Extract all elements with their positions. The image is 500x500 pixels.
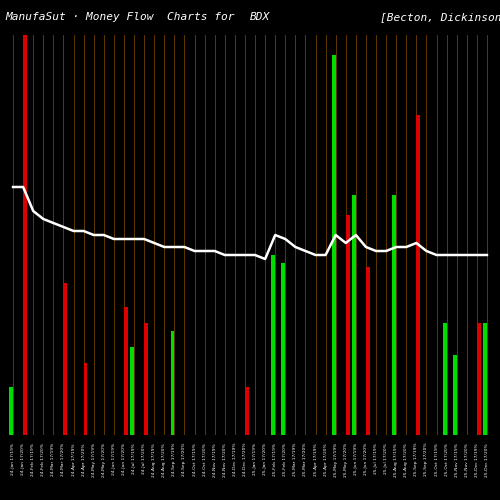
Text: 25-Nov 17/19%: 25-Nov 17/19% <box>454 443 458 477</box>
Text: 24-Apr 17/20%: 24-Apr 17/20% <box>82 443 86 476</box>
Bar <box>130 347 134 435</box>
Text: 24-Jun 17/20%: 24-Jun 17/20% <box>122 443 126 475</box>
Text: 24-Jan 17/19%: 24-Jan 17/19% <box>11 443 15 475</box>
Bar <box>416 115 420 435</box>
Text: 25-Dec 17/20%: 25-Dec 17/20% <box>485 443 489 476</box>
Bar <box>272 255 275 435</box>
Text: 25-Jan 17/19%: 25-Jan 17/19% <box>253 443 257 475</box>
Text: 25-Sep 17/19%: 25-Sep 17/19% <box>414 443 418 476</box>
Bar <box>84 363 87 435</box>
Bar <box>64 283 68 435</box>
Text: 25-Feb 17/20%: 25-Feb 17/20% <box>284 443 288 476</box>
Bar <box>282 263 286 435</box>
Text: 24-Jul 17/19%: 24-Jul 17/19% <box>132 443 136 474</box>
Text: 25-May 17/20%: 25-May 17/20% <box>344 443 348 477</box>
Bar <box>366 267 370 435</box>
Text: 25-Aug 17/20%: 25-Aug 17/20% <box>404 443 408 477</box>
Text: 25-Jun 17/20%: 25-Jun 17/20% <box>364 443 368 475</box>
Text: 25-Mar 17/19%: 25-Mar 17/19% <box>294 443 298 476</box>
Text: 24-Oct 17/19%: 24-Oct 17/19% <box>192 443 196 476</box>
Bar <box>392 195 396 435</box>
Text: 24-Aug 17/20%: 24-Aug 17/20% <box>162 443 166 476</box>
Text: 25-May 17/19%: 25-May 17/19% <box>334 443 338 477</box>
Text: 24-Mar 17/20%: 24-Mar 17/20% <box>62 443 66 476</box>
Text: 24-May 17/20%: 24-May 17/20% <box>102 443 106 477</box>
Text: 24-Jun 17/19%: 24-Jun 17/19% <box>112 443 116 475</box>
Text: 25-Oct 17/20%: 25-Oct 17/20% <box>444 443 448 476</box>
Text: BDX: BDX <box>250 12 270 22</box>
Bar <box>332 55 336 435</box>
Text: 24-Feb 17/19%: 24-Feb 17/19% <box>31 443 35 476</box>
Text: 24-Nov 17/19%: 24-Nov 17/19% <box>212 443 216 476</box>
Text: 24-Jan 17/20%: 24-Jan 17/20% <box>21 443 25 475</box>
Bar <box>453 355 456 435</box>
Bar <box>245 387 249 435</box>
Bar <box>483 323 487 435</box>
Bar <box>443 323 446 435</box>
Text: 25-Jul 17/19%: 25-Jul 17/19% <box>374 443 378 474</box>
Text: 25-Mar 17/20%: 25-Mar 17/20% <box>304 443 308 476</box>
Text: 24-Dec 17/20%: 24-Dec 17/20% <box>243 443 247 476</box>
Bar <box>170 331 174 435</box>
Text: 25-Nov 17/20%: 25-Nov 17/20% <box>465 443 469 477</box>
Text: 24-Apr 17/19%: 24-Apr 17/19% <box>72 443 76 476</box>
Text: 25-Feb 17/19%: 25-Feb 17/19% <box>273 443 277 476</box>
Text: 25-Aug 17/19%: 25-Aug 17/19% <box>394 443 398 477</box>
Text: 25-Jun 17/19%: 25-Jun 17/19% <box>354 443 358 475</box>
Text: 24-Jul 17/20%: 24-Jul 17/20% <box>142 443 146 474</box>
Text: 24-Mar 17/19%: 24-Mar 17/19% <box>52 443 56 476</box>
Text: 25-Jul 17/20%: 25-Jul 17/20% <box>384 443 388 474</box>
Text: 24-Dec 17/19%: 24-Dec 17/19% <box>233 443 237 476</box>
Text: 25-Apr 17/19%: 25-Apr 17/19% <box>314 443 318 476</box>
Text: ManufaSut · Money Flow  Charts for: ManufaSut · Money Flow Charts for <box>5 12 234 22</box>
Text: 24-Sep 17/20%: 24-Sep 17/20% <box>182 443 186 476</box>
Text: 25-Oct 17/19%: 25-Oct 17/19% <box>434 443 438 476</box>
Text: 24-Aug 17/19%: 24-Aug 17/19% <box>152 443 156 476</box>
Text: 24-Sep 17/19%: 24-Sep 17/19% <box>172 443 176 476</box>
Text: 24-Nov 17/20%: 24-Nov 17/20% <box>223 443 227 476</box>
Text: 24-May 17/19%: 24-May 17/19% <box>92 443 96 477</box>
Bar <box>23 35 27 435</box>
Bar <box>144 323 148 435</box>
Text: [Becton, Dickinson  and C: [Becton, Dickinson and C <box>380 12 500 22</box>
Bar <box>9 387 13 435</box>
Text: 24-Oct 17/20%: 24-Oct 17/20% <box>202 443 206 476</box>
Bar <box>346 215 350 435</box>
Text: 25-Jan 17/20%: 25-Jan 17/20% <box>263 443 267 475</box>
Bar <box>477 323 480 435</box>
Text: 25-Sep 17/20%: 25-Sep 17/20% <box>424 443 428 476</box>
Text: 25-Dec 17/19%: 25-Dec 17/19% <box>475 443 479 476</box>
Bar <box>352 195 356 435</box>
Bar <box>124 307 128 435</box>
Text: 25-Apr 17/20%: 25-Apr 17/20% <box>324 443 328 476</box>
Text: 24-Feb 17/20%: 24-Feb 17/20% <box>42 443 46 476</box>
